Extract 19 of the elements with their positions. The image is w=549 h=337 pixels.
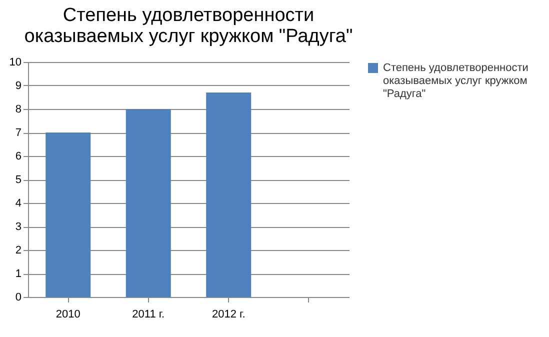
- y-tick-label: 2: [15, 244, 22, 256]
- bar: [46, 132, 91, 297]
- y-tick-label: 1: [15, 268, 22, 280]
- y-tick-label: 5: [15, 174, 22, 186]
- chart-title: Степень удовлетворенности оказываемых услуг кружком "Радуга": [24, 5, 353, 47]
- bar: [126, 109, 171, 297]
- y-tick-label: 9: [15, 80, 22, 92]
- y-tick-label: 8: [15, 104, 22, 116]
- legend-label: Степень удовлетворенности оказываемых услуг кружком "Радуга": [383, 62, 528, 100]
- y-tick-label: 3: [15, 221, 22, 233]
- y-tick-label: 0: [15, 292, 22, 304]
- bar: [206, 92, 252, 297]
- x-tick-label: 2012 г.: [212, 308, 246, 320]
- x-tick-label: 2011 г.: [132, 308, 165, 320]
- y-tick-label: 10: [9, 56, 22, 68]
- y-tick-label: 7: [15, 127, 22, 139]
- x-tick-label: 2010: [56, 308, 80, 320]
- y-tick-label: 4: [15, 198, 22, 210]
- y-tick-label: 6: [15, 150, 22, 162]
